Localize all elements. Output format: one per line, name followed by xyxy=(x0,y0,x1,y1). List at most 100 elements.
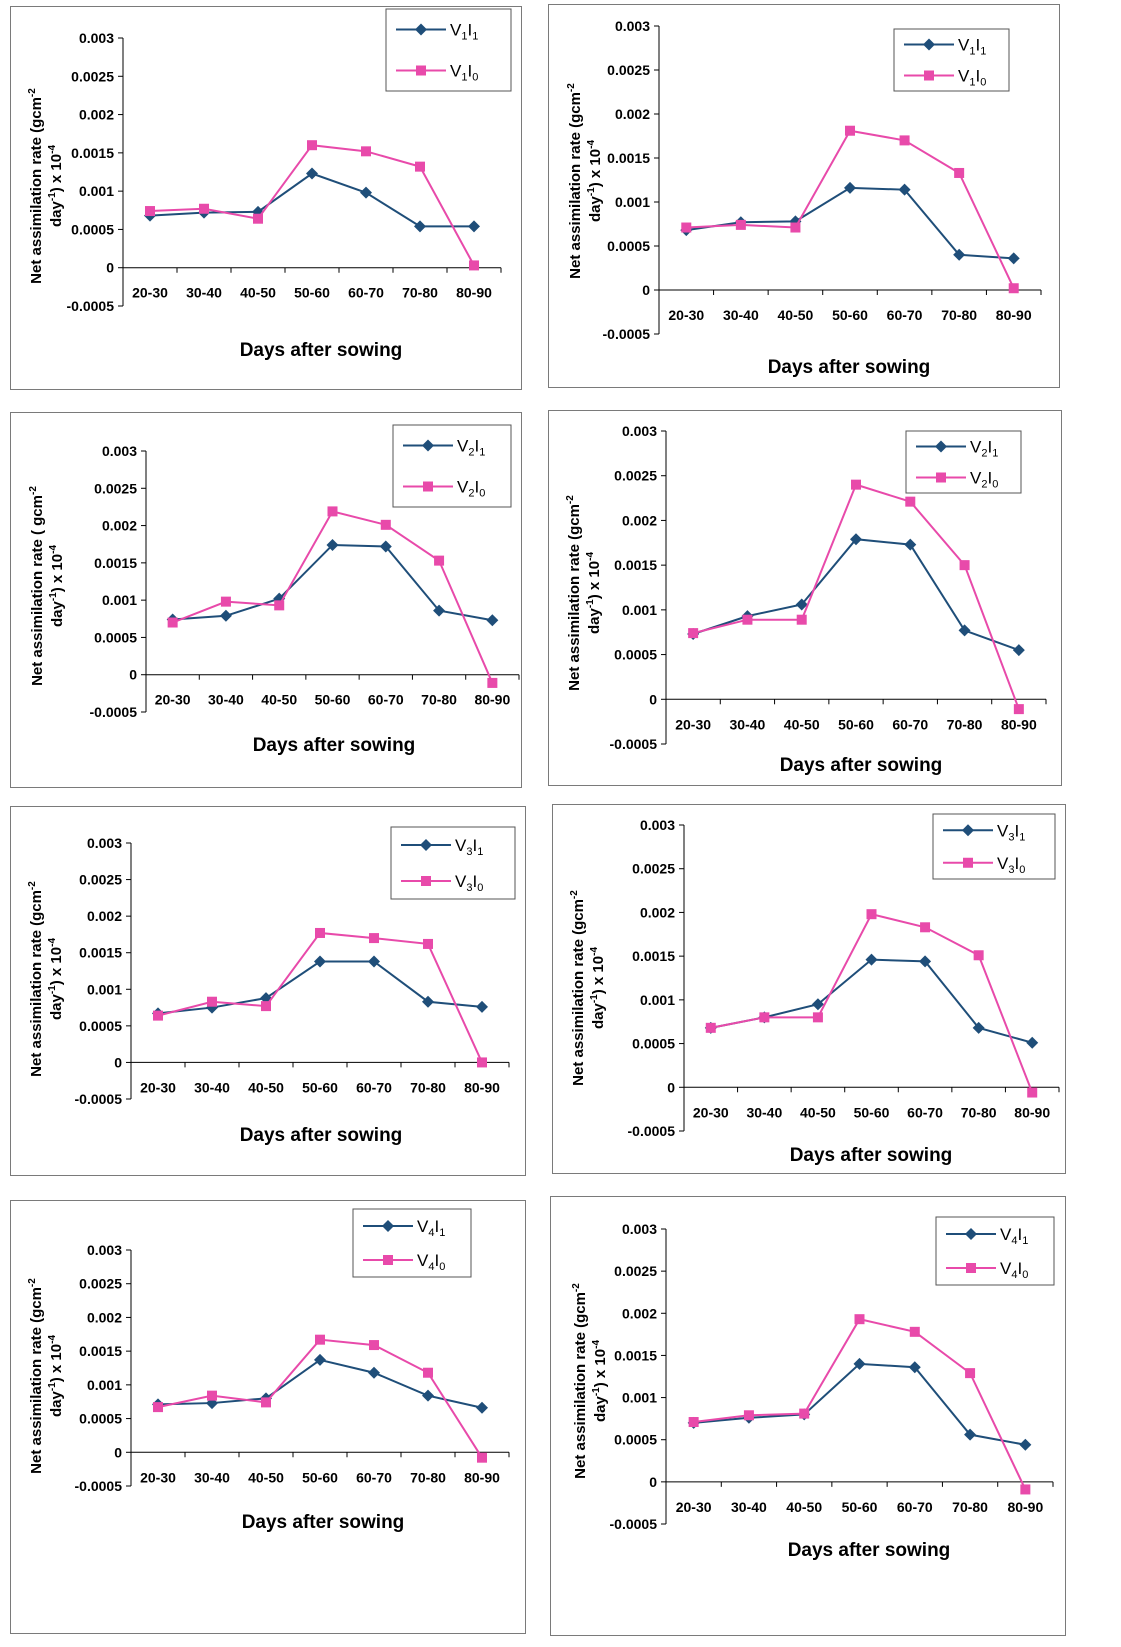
c7-point-V4I1-60-70 xyxy=(368,1366,380,1379)
c5-series-line-V3I1 xyxy=(157,960,483,1015)
c7-x-axis-label: Days after sowing xyxy=(242,1512,405,1533)
c8-point-V4I0-30-40 xyxy=(743,1410,754,1421)
c8-y-tick-label: 0.003 xyxy=(622,1221,657,1237)
c3-y-tick-label: 0.003 xyxy=(102,443,137,459)
c1-point-V1I0-70-80 xyxy=(415,161,425,172)
c8-series-line-V4I1 xyxy=(693,1362,1026,1446)
c6-point-V3I0-50-60 xyxy=(866,909,877,920)
c8-point-V4I0-80-90 xyxy=(1020,1484,1031,1495)
c3-point-V2I0-20-30 xyxy=(167,617,178,628)
c8-point-V4I0-50-60 xyxy=(854,1314,865,1325)
c5-y-tick-label: 0.002 xyxy=(87,908,122,924)
c3-x-tick-label: 60-70 xyxy=(368,692,404,708)
c2-y-tick-label: -0.0005 xyxy=(603,326,651,342)
c2-point-V1I1-80-90 xyxy=(1007,252,1020,265)
c4-y-label-line1: Net assimilation rate (gcm-2 xyxy=(565,495,583,691)
c4-point-V2I1-70-80 xyxy=(958,624,971,637)
c5-y-tick-label: 0.0005 xyxy=(79,1018,122,1034)
c4-point-V2I0-60-70 xyxy=(905,496,916,507)
c2-x-tick-label: 80-90 xyxy=(996,307,1032,323)
c1-series-line-V1I0 xyxy=(149,144,475,266)
c7-y-tick-label: 0 xyxy=(114,1444,122,1460)
c8-legend-label-V4I0: V4I0 xyxy=(1000,1259,1028,1281)
c7-point-V4I0-50-60 xyxy=(315,1334,325,1345)
chart-svg-2: 0.003 0.0025 0.002 0.0015 0.001 0.0005 0 -0.000… xyxy=(566,18,1042,378)
c6-x-axis-label: Days after sowing xyxy=(790,1145,953,1166)
c7-legend-marker-V4I0 xyxy=(383,1255,393,1265)
c1-y-tick-label: 0.003 xyxy=(79,30,114,46)
c7-y-tick-label: 0.0025 xyxy=(79,1276,122,1292)
c4-x-tick-label: 20-30 xyxy=(675,716,711,732)
c2-y-tick-label: 0 xyxy=(642,282,650,298)
c8-y-label-line1: Net assimilation rate (gcm-2 xyxy=(571,1283,589,1479)
c1-point-V1I0-50-60 xyxy=(307,140,317,151)
c7-x-tick-label: 30-40 xyxy=(194,1469,230,1485)
c4-point-V2I0-70-80 xyxy=(959,560,970,571)
c7-x-tick-label: 60-70 xyxy=(356,1469,392,1485)
c1-legend-marker-V1I0 xyxy=(416,65,426,76)
c4-x-axis-label: Days after sowing xyxy=(780,755,943,776)
c4-legend-label-V2I1: V2I1 xyxy=(970,438,998,460)
c8-x-tick-label: 20-30 xyxy=(676,1499,712,1515)
c4-point-V2I1-60-70 xyxy=(904,538,917,551)
c3-y-tick-label: 0.002 xyxy=(102,518,137,534)
c7-x-tick-label: 50-60 xyxy=(302,1469,338,1485)
c4-y-tick-label: 0.003 xyxy=(622,423,657,439)
c7-y-tick-label: 0.0005 xyxy=(79,1411,122,1427)
c4-point-V2I1-50-60 xyxy=(850,533,862,546)
c3-legend xyxy=(392,424,512,508)
c7-x-tick-label: 20-30 xyxy=(140,1469,176,1485)
c2-legend-label-V1I1: V1I1 xyxy=(958,36,986,58)
c1-x-tick-label: 80-90 xyxy=(456,285,492,301)
c1-point-V1I0-30-40 xyxy=(199,203,209,214)
c8-y-tick-label: 0.001 xyxy=(622,1390,657,1406)
c7-y-tick-label: 0.002 xyxy=(87,1309,122,1325)
c8-point-V4I1-70-80 xyxy=(964,1428,977,1441)
chart-svg-4: 0.003 0.0025 0.002 0.0015 0.001 0.0005 0 -0.000… xyxy=(565,423,1047,776)
c8-legend-marker-V4I0 xyxy=(966,1263,976,1273)
c5-point-V3I0-20-30 xyxy=(153,1010,163,1021)
c3-x-tick-label: 20-30 xyxy=(155,692,191,708)
c8-point-V4I0-60-70 xyxy=(909,1326,920,1337)
c5-point-V3I1-80-90 xyxy=(476,1000,488,1013)
c3-legend-marker-V2I1 xyxy=(422,439,434,452)
chart-svg-7: 0.003 0.0025 0.002 0.0015 0.001 0.0005 0 -0.000… xyxy=(27,1208,510,1533)
c2-series-line-V1I1 xyxy=(686,186,1014,260)
c6-y-tick-label: -0.0005 xyxy=(628,1123,676,1139)
chart-svg-1: 0.003 0.0025 0.002 0.0015 0.001 0.0005 0 -0.000… xyxy=(27,8,512,361)
c1-point-V1I0-60-70 xyxy=(361,146,371,157)
c3-y-tick-label: 0.0005 xyxy=(94,629,137,645)
c6-x-tick-label: 50-60 xyxy=(854,1104,890,1120)
c6-point-V3I0-60-70 xyxy=(920,922,931,933)
c4-legend-marker-V2I0 xyxy=(936,472,946,483)
c4-y-tick-label: 0.001 xyxy=(622,602,657,618)
c7-x-tick-label: 70-80 xyxy=(410,1469,446,1485)
c8-y-tick-label: 0.0025 xyxy=(614,1263,657,1279)
c4-legend-label-V2I0: V2I0 xyxy=(970,469,998,491)
chart-panel-7: 0.003 0.0025 0.002 0.0015 0.001 0.0005 0 -0.000… xyxy=(10,1200,526,1634)
c6-point-V3I1-40-50 xyxy=(811,998,824,1011)
c1-y-tick-label: 0.001 xyxy=(79,183,114,199)
c6-y-tick-label: 0.002 xyxy=(640,904,675,920)
c6-point-V3I1-50-60 xyxy=(865,953,878,966)
c7-y-tick-label: -0.0005 xyxy=(75,1478,123,1494)
c2-point-V1I0-80-90 xyxy=(1008,283,1019,294)
c5-point-V3I1-30-40 xyxy=(206,1001,218,1014)
c3-x-tick-label: 40-50 xyxy=(261,692,297,708)
c1-point-V1I1-60-70 xyxy=(360,186,372,199)
c5-y-tick-label: -0.0005 xyxy=(75,1091,123,1107)
c3-x-tick-label: 30-40 xyxy=(208,692,244,708)
c3-series-line-V2I1 xyxy=(172,543,493,622)
c5-y-tick-label: 0.0015 xyxy=(79,945,122,961)
chart-svg-3: 0.003 0.0025 0.002 0.0015 0.001 0.0005 0 -0.000… xyxy=(28,424,520,756)
c6-point-V3I0-40-50 xyxy=(812,1012,823,1023)
c7-point-V4I0-60-70 xyxy=(369,1340,379,1351)
c2-x-tick-label: 30-40 xyxy=(723,307,759,323)
c4-point-V2I0-80-90 xyxy=(1013,704,1024,715)
c5-legend-label-V3I1: V3I1 xyxy=(455,836,483,858)
c6-legend-label-V3I1: V3I1 xyxy=(997,821,1025,843)
c8-series-line-V4I0 xyxy=(693,1318,1027,1490)
